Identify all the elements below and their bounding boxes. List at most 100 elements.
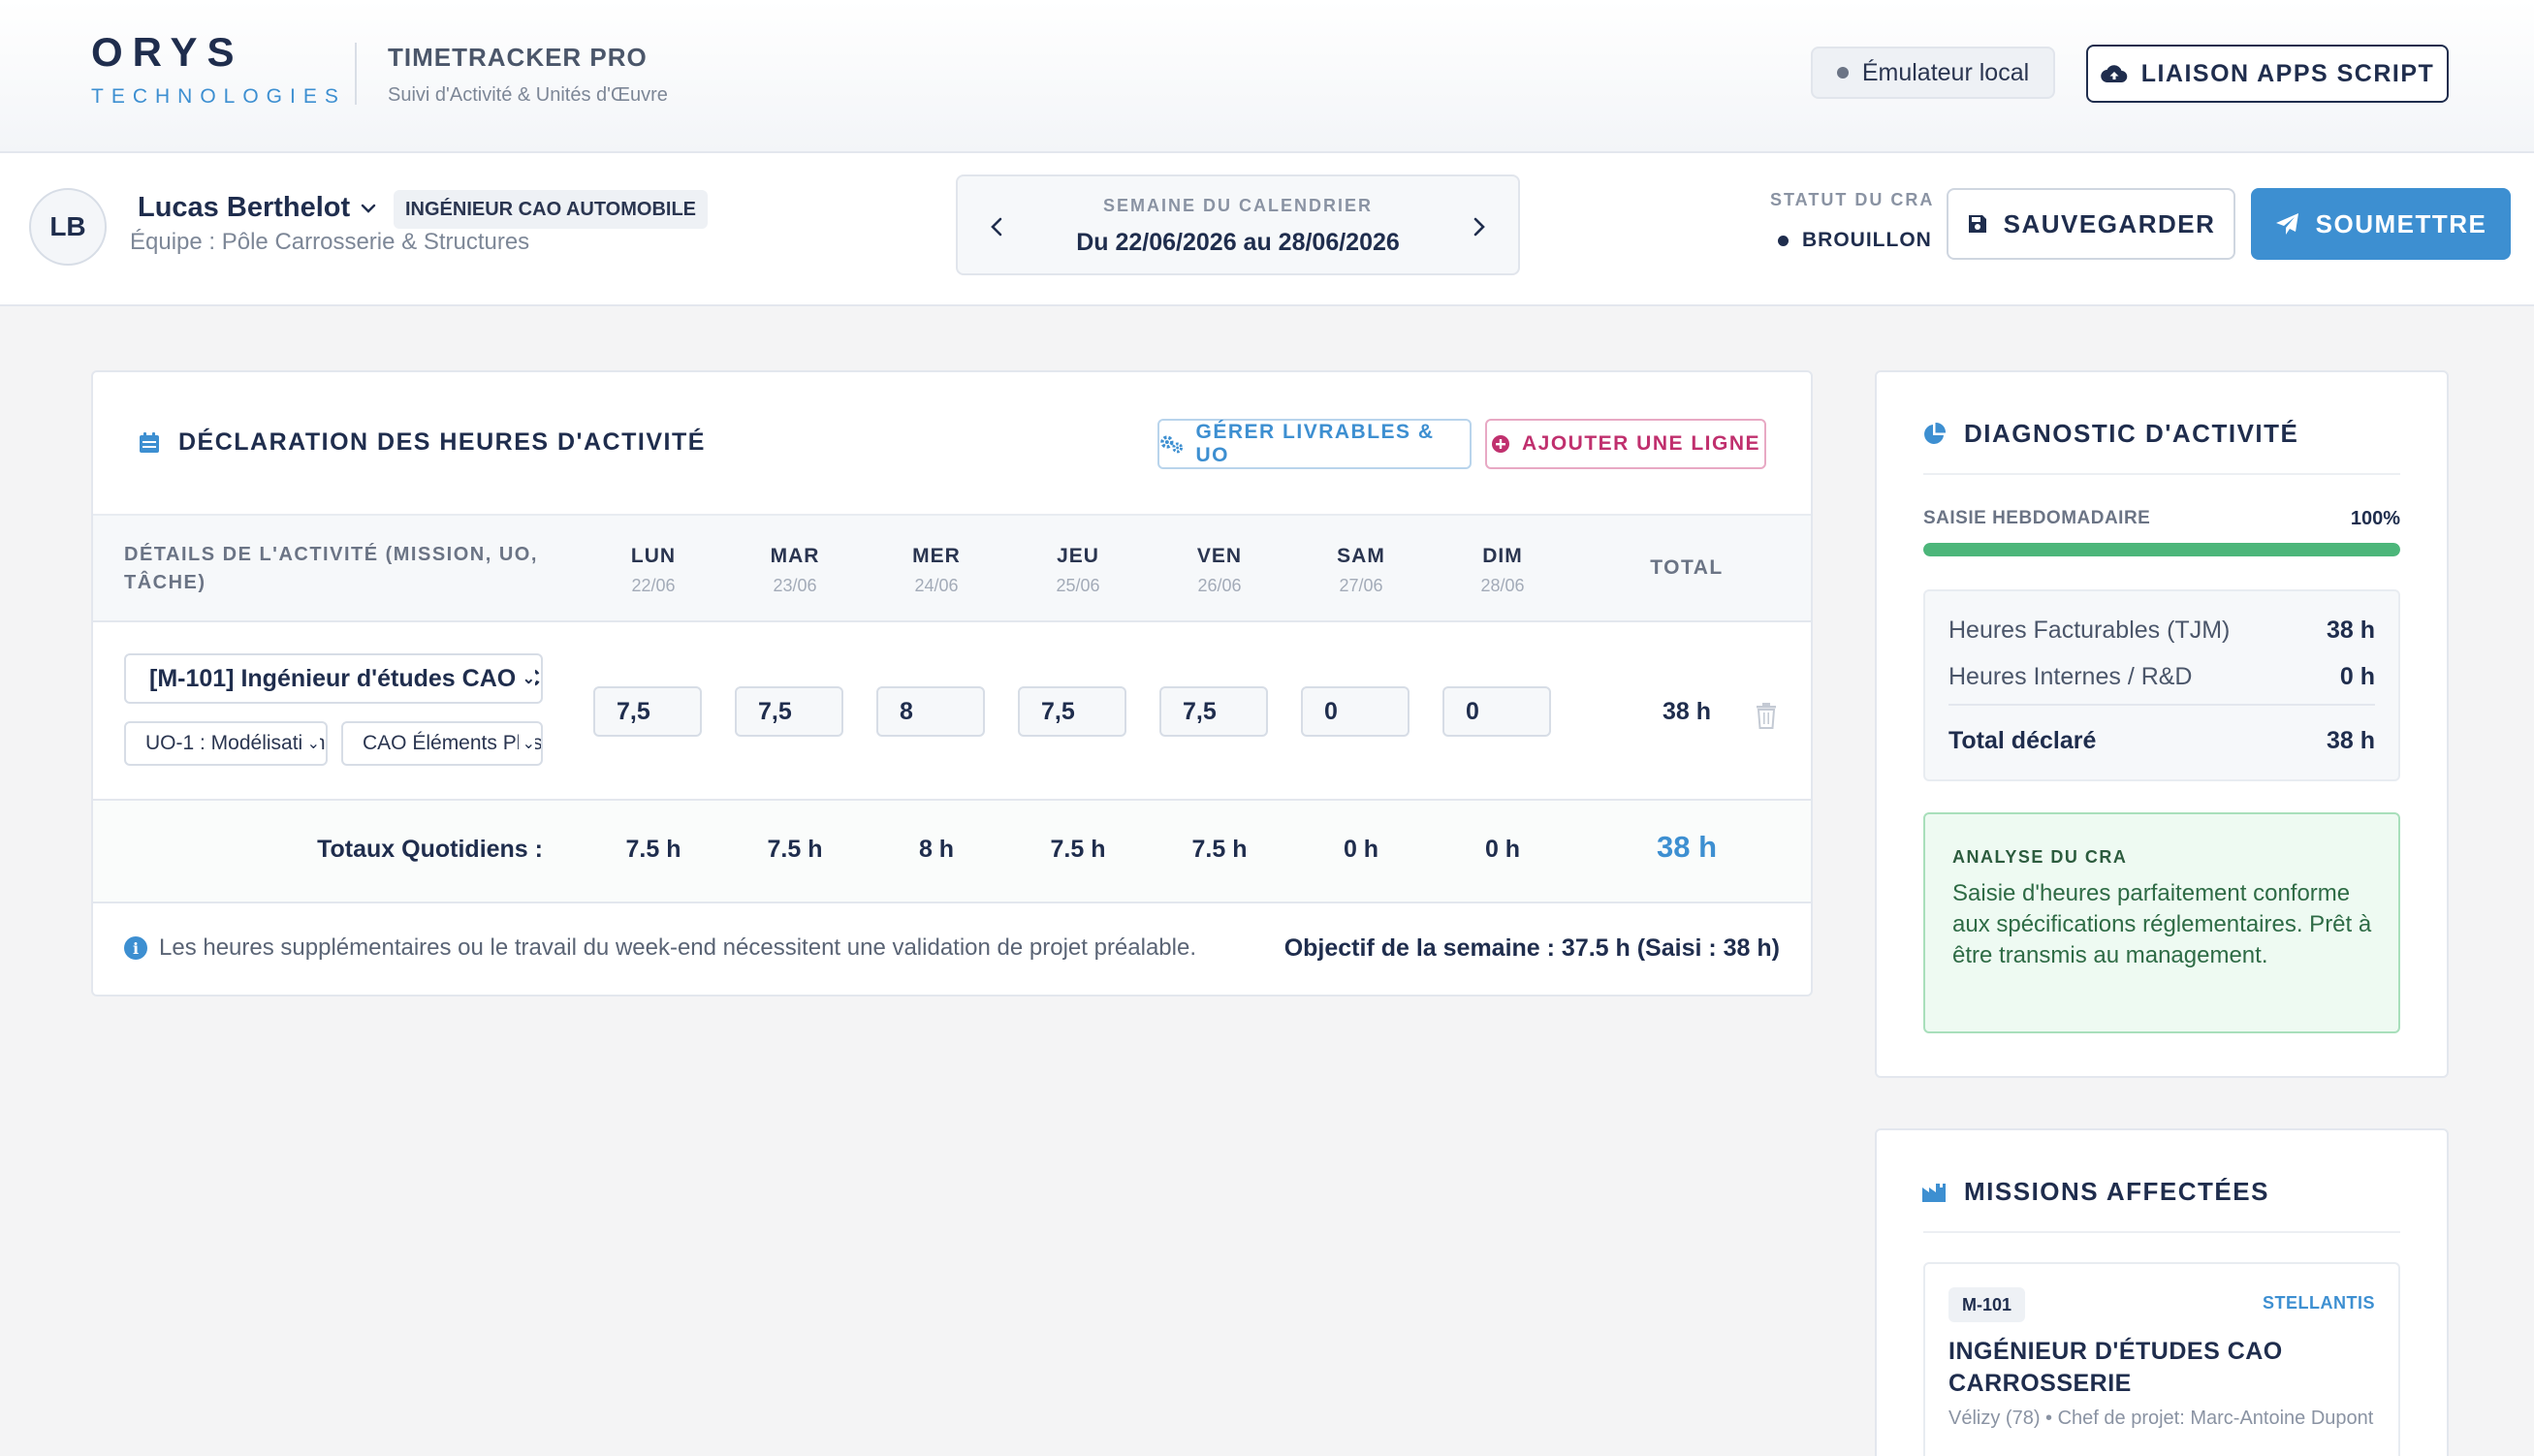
status-value: BROUILLON bbox=[1802, 229, 1932, 251]
hours-input-sat[interactable]: 0 bbox=[1301, 686, 1410, 737]
manage-deliverables-label: GÉRER LIVRABLES & UO bbox=[1195, 421, 1435, 466]
trash-icon[interactable] bbox=[1755, 702, 1778, 729]
day-date: 23/06 bbox=[773, 576, 817, 595]
hours-input-mon[interactable]: 7,5 bbox=[593, 686, 702, 737]
total-header: TOTAL bbox=[1650, 556, 1724, 579]
factory-icon bbox=[1922, 1183, 1946, 1202]
environment-label: Émulateur local bbox=[1861, 58, 2030, 86]
day-header-sun: DIM 28/06 bbox=[1444, 545, 1561, 596]
day-date: 26/06 bbox=[1197, 576, 1242, 595]
daily-total-sun: 0 h bbox=[1484, 836, 1521, 863]
day-header-sat: SAM 27/06 bbox=[1303, 545, 1419, 596]
day-header-fri: VEN 26/06 bbox=[1161, 545, 1278, 596]
internal-hours-row: Heures Internes / R&D 0 h bbox=[1948, 663, 2375, 691]
hours-input-sun[interactable]: 0 bbox=[1442, 686, 1551, 737]
team-label: Équipe : Pôle Carrosserie & Structures bbox=[130, 229, 530, 255]
cra-analysis-text: Saisie d'heures parfaitement conforme au… bbox=[1952, 880, 2372, 968]
mission-select[interactable]: [M-101] Ingénieur d'études CAO Carrosser… bbox=[124, 653, 543, 704]
timesheet-table-header: DÉTAILS DE L'ACTIVITÉ (MISSION, UO, TÂCH… bbox=[93, 514, 1811, 622]
declared-total-value: 38 h bbox=[2326, 727, 2375, 754]
paper-plane-icon bbox=[2275, 213, 2298, 235]
progress-fill bbox=[1923, 543, 2400, 556]
mission-card[interactable]: M-101 STELLANTIS INGÉNIEUR D'ÉTUDES CAO … bbox=[1923, 1262, 2400, 1456]
app-title-block: TIMETRACKER PRO Suivi d'Activité & Unité… bbox=[388, 43, 668, 107]
logo-name: ORYS bbox=[91, 29, 244, 75]
week-range: Du 22/06/2026 au 28/06/2026 bbox=[1076, 229, 1400, 256]
chevron-right-icon bbox=[1473, 217, 1485, 237]
daily-total-mon: 7.5 h bbox=[625, 836, 681, 863]
weekly-entry-percent: 100% bbox=[2350, 508, 2400, 529]
missions-title-block: MISSIONS AFFECTÉES bbox=[1921, 1177, 2269, 1207]
weekly-entry-progress-bar bbox=[1923, 543, 2400, 556]
user-menu-trigger[interactable]: Lucas Berthelot bbox=[138, 192, 377, 224]
previous-week-button[interactable] bbox=[977, 207, 1016, 246]
role-badge: INGÉNIEUR CAO AUTOMOBILE bbox=[394, 190, 709, 229]
overtime-note: i Les heures supplémentaires ou le trava… bbox=[124, 934, 1196, 962]
company-logo: ORYS TECHNOLOGIES bbox=[91, 29, 346, 109]
timesheet-title-block: DÉCLARATION DES HEURES D'ACTIVITÉ bbox=[138, 428, 706, 457]
submit-button[interactable]: SOUMETTRE bbox=[2251, 188, 2511, 260]
deliverable-select-value: CAO Éléments Plastiques bbox=[363, 732, 541, 754]
daily-total-wed: 8 h bbox=[918, 836, 955, 863]
internal-hours-value: 0 h bbox=[2339, 663, 2375, 690]
billable-hours-row: Heures Facturables (TJM) 38 h bbox=[1948, 617, 2375, 645]
timesheet-title: DÉCLARATION DES HEURES D'ACTIVITÉ bbox=[178, 428, 706, 456]
hours-input-thu[interactable]: 7,5 bbox=[1018, 686, 1126, 737]
chevron-down-icon: ⌄ bbox=[302, 734, 320, 753]
next-week-button[interactable] bbox=[1460, 207, 1499, 246]
day-header-thu: JEU 25/06 bbox=[1020, 545, 1136, 596]
declared-total-row: Total déclaré 38 h bbox=[1948, 727, 2375, 755]
plus-circle-icon bbox=[1491, 435, 1509, 453]
declared-total-label: Total déclaré bbox=[1948, 727, 2097, 754]
apps-script-label: LIAISON APPS SCRIPT bbox=[2140, 59, 2435, 87]
save-label: SAUVEGARDER bbox=[2003, 208, 2216, 238]
day-date: 24/06 bbox=[914, 576, 959, 595]
day-name: MER bbox=[912, 545, 961, 567]
environment-dot-icon bbox=[1836, 67, 1849, 79]
diagnostic-card: DIAGNOSTIC D'ACTIVITÉ SAISIE HEBDOMADAIR… bbox=[1875, 370, 2449, 1078]
gears-icon bbox=[1160, 435, 1184, 454]
daily-total-tue: 7.5 h bbox=[767, 836, 823, 863]
app-title: TIMETRACKER PRO bbox=[388, 43, 648, 72]
mission-client: STELLANTIS bbox=[2263, 1293, 2375, 1313]
day-name: DIM bbox=[1482, 545, 1523, 567]
hours-summary: Heures Facturables (TJM) 38 h Heures Int… bbox=[1923, 589, 2400, 781]
hours-input-wed[interactable]: 8 bbox=[876, 686, 985, 737]
day-name: SAM bbox=[1337, 545, 1385, 567]
diagnostic-title: DIAGNOSTIC D'ACTIVITÉ bbox=[1964, 419, 2299, 448]
daily-total-fri: 7.5 h bbox=[1191, 836, 1248, 863]
pie-chart-icon bbox=[1924, 422, 1947, 444]
day-name: VEN bbox=[1196, 545, 1243, 567]
calendar-icon bbox=[140, 431, 159, 453]
mission-code-badge: M-101 bbox=[1948, 1287, 2026, 1322]
add-row-button[interactable]: AJOUTER UNE LIGNE bbox=[1485, 419, 1766, 469]
day-date: 22/06 bbox=[631, 576, 676, 595]
row-total: 38 h bbox=[1662, 698, 1712, 725]
info-icon: i bbox=[124, 936, 147, 960]
daily-total-sat: 0 h bbox=[1343, 836, 1379, 863]
floppy-disk-icon bbox=[1968, 215, 1986, 233]
uo-select-value: UO-1 : Modélisation bbox=[145, 732, 326, 754]
day-header-wed: MER 24/06 bbox=[878, 545, 995, 596]
chevron-down-icon bbox=[361, 204, 376, 213]
missions-title: MISSIONS AFFECTÉES bbox=[1964, 1177, 2269, 1206]
apps-script-link-button[interactable]: LIAISON APPS SCRIPT bbox=[2086, 45, 2449, 103]
manage-deliverables-button[interactable]: GÉRER LIVRABLES & UO bbox=[1157, 419, 1472, 469]
save-button[interactable]: SAUVEGARDER bbox=[1947, 188, 2235, 260]
day-header-tue: MAR 23/06 bbox=[737, 545, 853, 596]
week-selector: SEMAINE DU CALENDRIER Du 22/06/2026 au 2… bbox=[956, 174, 1520, 275]
mission-select-value: [M-101] Ingénieur d'études CAO Carrosser… bbox=[149, 664, 541, 692]
daily-totals-row: Totaux Quotidiens : 7.5 h 7.5 h 8 h 7.5 … bbox=[93, 801, 1811, 903]
hours-input-fri[interactable]: 7,5 bbox=[1159, 686, 1268, 737]
day-date: 25/06 bbox=[1056, 576, 1100, 595]
cra-status-label: STATUT DU CRA bbox=[1770, 190, 1935, 209]
chevron-down-icon: ⌄ bbox=[518, 734, 535, 753]
logo-subtitle: TECHNOLOGIES bbox=[91, 85, 346, 108]
hours-input-tue[interactable]: 7,5 bbox=[735, 686, 843, 737]
timesheet-card: DÉCLARATION DES HEURES D'ACTIVITÉ GÉRER … bbox=[91, 370, 1813, 997]
deliverable-select[interactable]: CAO Éléments Plastiques ⌄ bbox=[341, 721, 543, 766]
status-dot-icon bbox=[1778, 235, 1789, 246]
table-row: [M-101] Ingénieur d'études CAO Carrosser… bbox=[93, 622, 1811, 801]
divider bbox=[1923, 473, 2400, 475]
uo-select[interactable]: UO-1 : Modélisation ⌄ bbox=[124, 721, 328, 766]
